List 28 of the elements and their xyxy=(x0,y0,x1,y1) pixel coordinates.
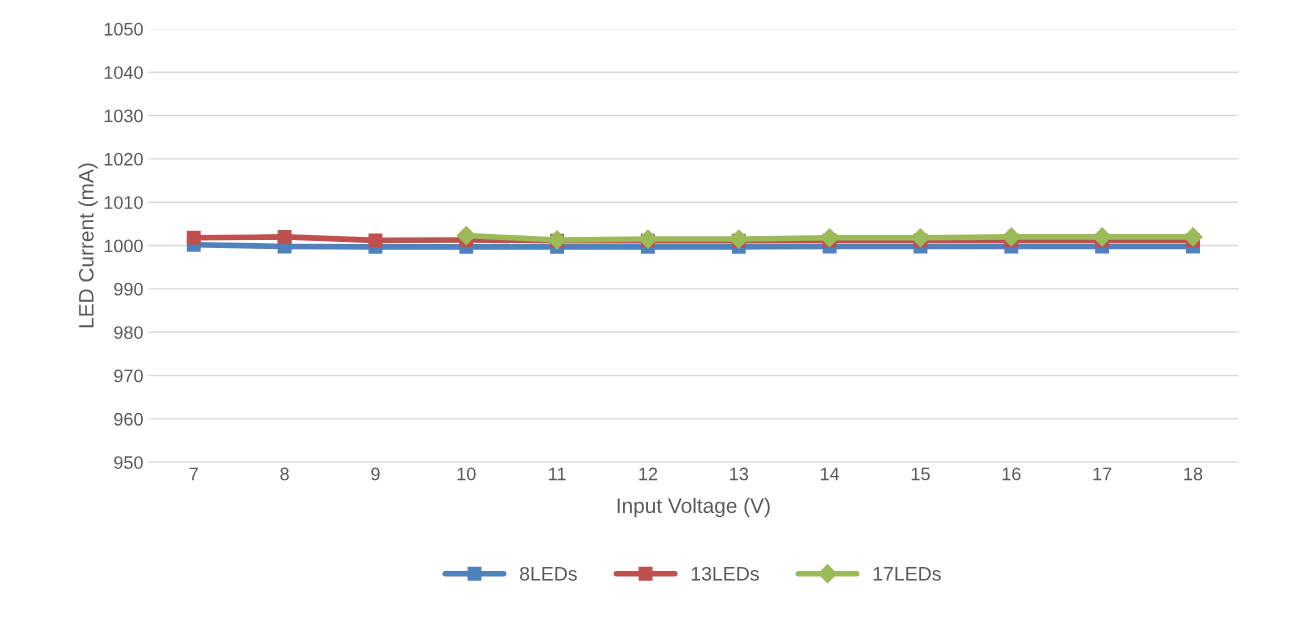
y-tick-label: 1030 xyxy=(104,109,143,123)
x-tick-label: 16 xyxy=(1002,467,1021,481)
y-tick-label: 950 xyxy=(114,456,143,469)
legend-label: 8LEDs xyxy=(520,566,577,581)
x-axis-title: Input Voltage (V) xyxy=(617,497,770,518)
y-tick-label: 970 xyxy=(114,369,143,383)
y-tick-label: 960 xyxy=(114,412,143,426)
legend-label: 13LEDs xyxy=(691,566,759,581)
x-tick-label: 11 xyxy=(549,467,566,481)
x-tick-label: 15 xyxy=(911,467,930,481)
x-tick-label: 8 xyxy=(280,467,289,481)
y-tick-label: 990 xyxy=(114,282,143,296)
legend-label: 17LEDs xyxy=(873,567,941,581)
x-tick-label: 9 xyxy=(371,467,380,481)
y-tick-label: 980 xyxy=(114,326,143,339)
x-tick-label: 18 xyxy=(1184,467,1203,481)
x-tick-label: 7 xyxy=(189,467,198,481)
y-tick-label: 1010 xyxy=(104,196,143,209)
x-tick-label: 10 xyxy=(457,467,476,481)
x-tick-label: 17 xyxy=(1093,467,1112,481)
y-tick-label: 1040 xyxy=(104,66,143,79)
y-tick-label: 1000 xyxy=(104,239,143,253)
y-axis-title: LED Current (mA) xyxy=(78,163,98,328)
x-tick-label: 14 xyxy=(820,467,840,481)
x-tick-label: 12 xyxy=(639,467,658,481)
y-tick-label: 1050 xyxy=(104,22,143,36)
y-tick-label: 1020 xyxy=(104,152,143,166)
x-tick-label: 13 xyxy=(730,467,749,481)
